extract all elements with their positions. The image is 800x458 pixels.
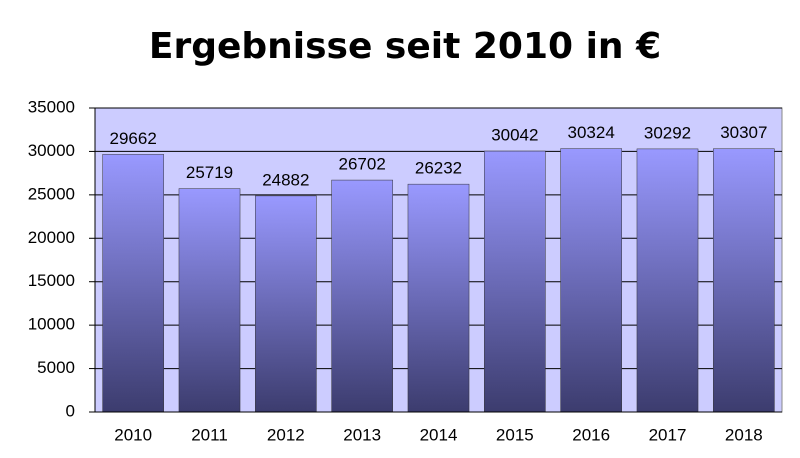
y-tick-label: 30000 xyxy=(28,141,75,160)
y-tick-label: 5000 xyxy=(37,358,75,377)
data-label: 30307 xyxy=(720,123,767,142)
data-label: 25719 xyxy=(186,163,233,182)
x-tick-label: 2018 xyxy=(725,425,763,444)
bar xyxy=(560,148,622,413)
x-tick-label: 2011 xyxy=(191,425,228,444)
x-tick-label: 2016 xyxy=(572,425,610,444)
y-tick-label: 0 xyxy=(66,401,75,420)
bar xyxy=(255,195,317,413)
x-tick-label: 2014 xyxy=(420,425,458,444)
data-label: 24882 xyxy=(262,170,309,189)
y-tick-label: 35000 xyxy=(28,97,75,116)
bar xyxy=(407,183,470,413)
data-label: 26232 xyxy=(415,159,462,178)
y-tick-label: 10000 xyxy=(28,315,75,334)
y-tick-label: 15000 xyxy=(28,271,75,290)
bar xyxy=(102,154,164,413)
data-label: 26702 xyxy=(339,155,386,174)
y-tick-label: 25000 xyxy=(28,184,75,203)
data-label: 30292 xyxy=(644,123,691,142)
bar xyxy=(484,150,546,413)
x-tick-label: 2012 xyxy=(267,425,305,444)
y-tick-label: 20000 xyxy=(28,228,75,247)
bar xyxy=(713,148,775,413)
bar xyxy=(636,148,699,413)
x-tick-label: 2013 xyxy=(343,425,381,444)
x-tick-label: 2010 xyxy=(114,425,152,444)
data-label: 30042 xyxy=(491,126,538,145)
x-tick-label: 2017 xyxy=(649,425,687,444)
chart-title: Ergebnisse seit 2010 in € xyxy=(149,26,661,67)
data-label: 30324 xyxy=(568,123,615,142)
bar xyxy=(178,188,241,413)
data-label: 29662 xyxy=(110,129,157,148)
bar xyxy=(331,179,393,413)
x-tick-label: 2015 xyxy=(496,425,534,444)
